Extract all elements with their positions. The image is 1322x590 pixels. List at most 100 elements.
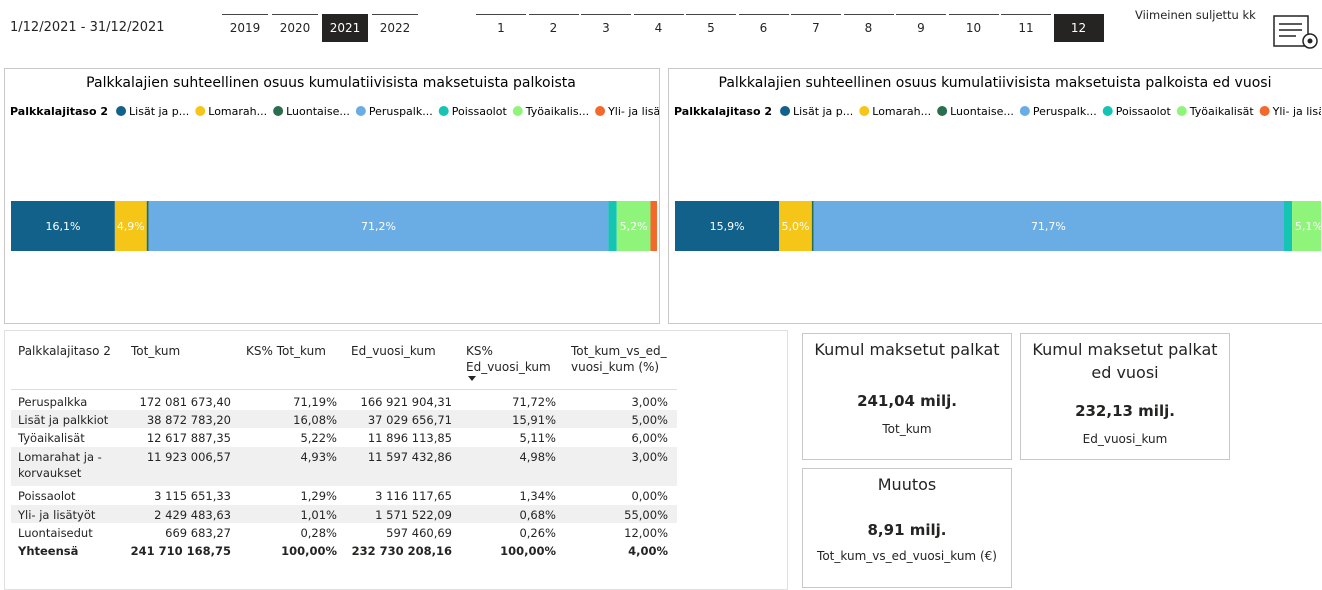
row-shade (11, 505, 677, 523)
bar-segment (11, 201, 115, 251)
bar-segment (675, 201, 780, 251)
legend-marker (116, 106, 127, 116)
card-title: Kumul maksetut palkat ed vuosi (1032, 340, 1218, 382)
kpi-card: Kumul maksetut palkat ed vuosi 232,13 mil… (1020, 333, 1230, 460)
slicer-line (1001, 14, 1051, 15)
slicer-line (528, 14, 579, 15)
card-title: Kumul maksetut palkat (814, 340, 1000, 359)
year-button[interactable]: 2022 (379, 21, 411, 35)
month-button[interactable]: 5 (707, 21, 715, 35)
data-label: 5,2% (620, 220, 648, 233)
slicer-line (222, 14, 268, 15)
month-button[interactable]: 1 (497, 21, 505, 35)
table-cell: 11 896 113,85 (367, 431, 452, 445)
data-label: 4,9% (117, 220, 145, 233)
bar-segment (608, 201, 617, 251)
table-cell: 0,28% (300, 526, 337, 540)
bar-segment (146, 201, 149, 251)
legend-label: Työaikalis... (525, 105, 589, 118)
legend-label: Poissaolot (1116, 105, 1172, 118)
table-cell: 5,00% (631, 413, 668, 427)
month-button[interactable]: 6 (759, 21, 768, 35)
legend-label: Luontaise... (950, 105, 1014, 118)
month-button[interactable]: 8 (864, 21, 873, 35)
legend-label: Lisät ja p... (793, 105, 853, 118)
column-header: Tot_kum (131, 344, 181, 358)
table-cell: Työaikalisät (18, 431, 85, 445)
data-label: 71,7% (1031, 220, 1066, 233)
table-cell: 12 617 887,35 (146, 431, 231, 445)
table-cell: Lisät ja palkkiot (18, 413, 109, 427)
year-button[interactable]: 2021 (322, 14, 368, 42)
table-cell: 100,00% (500, 544, 556, 558)
card-label: Ed_vuosi_kum (1082, 432, 1168, 446)
table-cell: 232 730 208,16 (351, 544, 452, 558)
month-button[interactable]: 2 (549, 21, 558, 35)
bar-segment (616, 201, 651, 251)
table-cell: Poissaolot (18, 489, 76, 503)
legend-label: Poissaolot (452, 105, 508, 118)
table-cell: 16,08% (293, 413, 337, 427)
slicer-line (686, 14, 736, 15)
table-cell: Yhteensä (18, 544, 79, 558)
date-range: 1/12/2021 - 31/12/2021 (10, 20, 165, 35)
table-cell: 3,00% (631, 450, 668, 464)
table-cell: 100,00% (281, 544, 337, 558)
month-button[interactable]: 9 (917, 21, 925, 35)
column-header: KS% Ed_vuosi_kum (466, 344, 551, 374)
table-cell: 172 081 673,40 (139, 395, 231, 409)
data-label: 15,9% (710, 220, 745, 233)
table-cell: 1 571 522,09 (375, 508, 452, 522)
table-cell: 55,00% (624, 508, 668, 522)
table-cell: 4,00% (628, 544, 668, 558)
slicer-line (372, 14, 418, 15)
legend-label: Luontaise... (286, 105, 350, 118)
legend-marker (780, 106, 791, 116)
table-icon (1273, 15, 1318, 49)
sort-indicator (468, 376, 476, 381)
table-cell: 15,91% (512, 413, 556, 427)
legend-marker (355, 106, 366, 116)
month-button[interactable]: 10 (965, 21, 982, 35)
table-cell: 11 923 006,57 (146, 450, 231, 464)
table-cell: 3 115 651,33 (154, 489, 231, 503)
legend-label: Työaikalisät (1189, 105, 1255, 118)
slicer-line (948, 14, 999, 15)
data-label: 16,1% (45, 220, 80, 233)
year-button[interactable]: 2020 (279, 21, 311, 35)
legend-label: Yli- ja lisä... (1272, 105, 1321, 118)
legend-marker (512, 106, 523, 116)
data-label: 5,0% (782, 220, 810, 233)
slicer-line (581, 14, 631, 15)
table-cell: 0,68% (519, 508, 556, 522)
legend-marker (595, 106, 606, 116)
table-cell: 12,00% (624, 526, 668, 540)
slicer-line (738, 14, 789, 15)
table-cell: 4,93% (300, 450, 337, 464)
table-cell: 1,29% (300, 489, 337, 503)
bar-segment (811, 201, 814, 251)
legend-label: Lomarah... (872, 105, 931, 118)
month-button[interactable]: 3 (602, 21, 610, 35)
kpi-card: Kumul maksetut palkat 241,04 milj. Tot_kum (802, 333, 1012, 460)
table-cell: 241 710 168,75 (130, 544, 231, 558)
bar-segment (779, 201, 812, 251)
table-cell: 0,00% (631, 489, 668, 503)
table-cell: Peruspalkka (18, 395, 88, 409)
legend-marker (1259, 106, 1270, 116)
legend-marker (438, 106, 449, 116)
table-cell: 11 597 432,86 (367, 450, 452, 464)
column-header: Ed_vuosi_kum (351, 344, 436, 358)
month-button[interactable]: 11 (1018, 21, 1034, 35)
table-cell: 597 460,69 (386, 526, 452, 540)
year-button[interactable]: 2019 (229, 21, 261, 35)
month-button[interactable]: 12 (1053, 14, 1104, 42)
table-cell: 1,01% (300, 508, 337, 522)
slicer-line (791, 14, 841, 15)
month-button[interactable]: 7 (812, 21, 820, 35)
chart-panel: Palkkalajien suhteellinen osuus kumulati… (668, 68, 1322, 324)
legend-marker (859, 106, 870, 116)
month-button[interactable]: 4 (654, 21, 663, 35)
table-cell: 0,26% (519, 526, 556, 540)
